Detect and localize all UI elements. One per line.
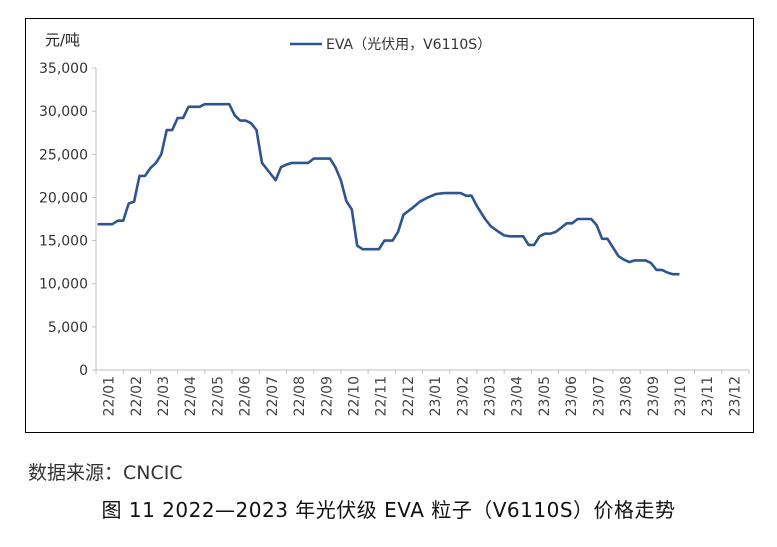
x-tick-label: 23/12 [727,376,743,416]
y-tick-label: 35,000 [39,61,88,77]
y-tick-label: 0 [79,363,88,379]
x-tick-label: 23/02 [455,376,471,416]
y-tick-label: 15,000 [39,234,88,250]
x-tick-label: 23/05 [537,376,553,416]
chart-frame: 0 5,000 10,000 15,000 20,000 25,000 30,000 35,0… [25,18,754,433]
y-tick-labels: 0 5,000 10,000 15,000 20,000 25,000 30,000 35,0… [39,61,96,379]
x-tick-label: 23/11 [700,376,716,416]
x-tick-labels: 22/01 22/02 22/03 22/04 22/05 22/06 22/07 22/08… [95,370,750,416]
source-note: 数据来源：CNCIC [28,462,183,484]
figure-caption: 图 11 2022—2023 年光伏级 EVA 粒子（V6110S）价格走势 [101,498,676,522]
x-tick-label: 22/04 [183,376,199,416]
x-tick-label: 22/10 [346,376,362,416]
y-axis-label: 元/吨 [45,31,80,49]
y-tick-label: 30,000 [39,104,88,120]
x-tick-label: 23/06 [564,376,580,416]
x-tick-label: 22/07 [265,376,281,416]
x-tick-label: 23/08 [619,376,635,416]
x-tick-label: 22/11 [374,376,390,416]
x-tick-label: 23/09 [646,376,662,416]
x-tick-label: 22/06 [238,376,254,416]
x-tick-label: 22/08 [292,376,308,416]
x-tick-label: 22/03 [156,376,172,416]
y-tick-label: 20,000 [39,190,88,206]
y-tick-label: 10,000 [39,277,88,293]
x-tick-label: 23/03 [483,376,499,416]
legend-label: EVA（光伏用，V6110S） [326,37,491,53]
x-tick-label: 22/12 [401,376,417,416]
x-tick-label: 22/05 [210,376,226,416]
x-tick-label: 22/01 [102,376,118,416]
y-tick-label: 25,000 [39,147,88,163]
legend: EVA（光伏用，V6110S） [290,37,491,53]
x-tick-label: 22/02 [129,376,145,416]
axes [95,68,749,371]
x-tick-label: 23/01 [428,376,444,416]
series-lines [97,102,680,276]
series-line-0 [97,102,680,276]
x-tick-label: 23/04 [510,376,526,416]
y-tick-label: 5,000 [48,320,88,336]
x-tick-label: 22/09 [319,376,335,416]
x-tick-label: 23/07 [591,376,607,416]
line-chart: 0 5,000 10,000 15,000 20,000 25,000 30,000 35,0… [39,31,750,416]
x-tick-label: 23/10 [673,376,689,416]
